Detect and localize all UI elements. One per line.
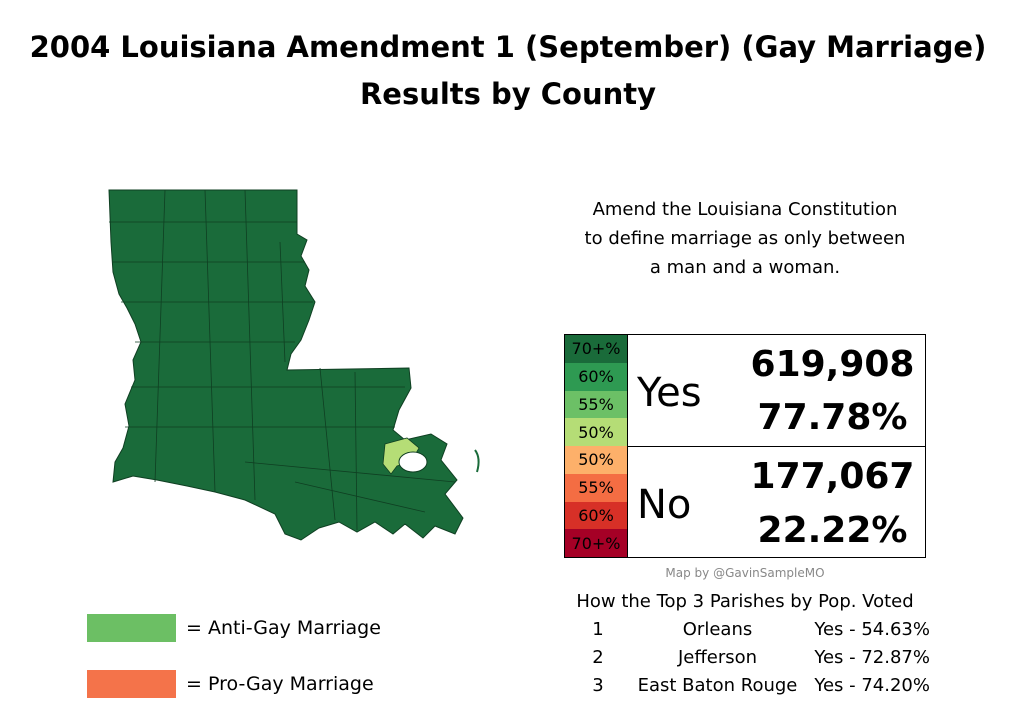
scale-swatch-yes-55: 55% xyxy=(565,390,627,419)
legend-label-pro: = Pro-Gay Marriage xyxy=(186,673,374,695)
parish-name: East Baton Rouge xyxy=(637,675,798,696)
legend-swatch-pro xyxy=(87,670,176,698)
yes-label: Yes xyxy=(637,370,702,416)
parish-result: Yes - 74.20% xyxy=(814,675,930,696)
chandeleur-islands xyxy=(474,449,480,473)
parish-result: Yes - 54.63% xyxy=(814,619,930,640)
scale-swatch-no-70: 70+% xyxy=(565,529,627,557)
color-scale: 70+% 60% 55% 50% 50% 55% 60% 70+% xyxy=(565,335,628,557)
no-label: No xyxy=(637,482,692,528)
louisiana-map xyxy=(108,189,480,541)
scale-swatch-yes-70: 70+% xyxy=(565,335,627,363)
parish-rank: 1 xyxy=(592,619,604,640)
results-box: 70+% 60% 55% 50% 50% 55% 60% 70+% Yes 61… xyxy=(564,334,926,558)
yes-votes: 619,908 xyxy=(750,344,915,385)
parish-rank: 3 xyxy=(592,675,604,696)
scale-swatch-no-50: 50% xyxy=(565,446,627,474)
lake-pontchartrain xyxy=(398,451,428,473)
top-parishes-title: How the Top 3 Parishes by Pop. Voted xyxy=(576,591,914,612)
parish-row: 2 Jefferson Yes - 72.87% xyxy=(560,644,930,672)
yes-percent: 77.78% xyxy=(757,397,908,438)
no-votes: 177,067 xyxy=(750,456,915,497)
results-divider xyxy=(627,446,925,447)
chart-subtitle: Results by County xyxy=(359,77,657,111)
parish-result: Yes - 72.87% xyxy=(814,647,930,668)
description-line: Amend the Louisiana Constitution xyxy=(592,199,898,220)
legend-label-anti: = Anti-Gay Marriage xyxy=(186,617,381,639)
scale-swatch-no-60: 60% xyxy=(565,501,627,530)
parish-rank: 2 xyxy=(592,647,604,668)
description-line: to define marriage as only between xyxy=(584,228,906,249)
map-credit: Map by @GavinSampleMO xyxy=(665,566,825,580)
legend-swatch-anti xyxy=(87,614,176,642)
scale-swatch-yes-60: 60% xyxy=(565,362,627,391)
parish-row: 3 East Baton Rouge Yes - 74.20% xyxy=(560,672,930,700)
parish-row: 1 Orleans Yes - 54.63% xyxy=(560,616,930,644)
state-outline xyxy=(108,189,464,541)
parish-name: Jefferson xyxy=(677,647,758,668)
scale-swatch-no-55: 55% xyxy=(565,473,627,502)
scale-swatch-yes-50: 50% xyxy=(565,418,627,446)
parish-name: Orleans xyxy=(682,619,753,640)
parish-borders xyxy=(109,189,456,531)
chart-title: 2004 Louisiana Amendment 1 (September) (… xyxy=(29,30,987,64)
description-line: a man and a woman. xyxy=(649,257,841,278)
no-percent: 22.22% xyxy=(757,510,908,551)
